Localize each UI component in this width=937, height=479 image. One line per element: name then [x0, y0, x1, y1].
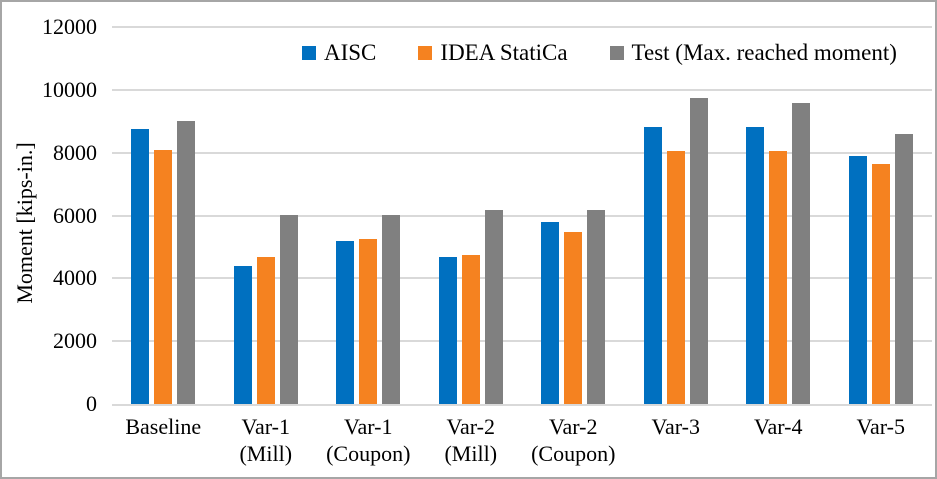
bar-test-max-reached-moment — [587, 209, 606, 404]
x-tick-label: Var-1 (Coupon) — [326, 414, 411, 466]
gridline — [112, 88, 932, 91]
bar-test-max-reached-moment — [382, 214, 401, 404]
x-tick-label: Var-2 (Coupon) — [531, 414, 616, 466]
bar-aisc — [541, 221, 560, 404]
bar-test-max-reached-moment — [484, 209, 503, 404]
bar-idea-statica — [359, 239, 378, 404]
legend-item: IDEA StatiCa — [418, 40, 568, 66]
legend-swatch-icon — [609, 46, 624, 60]
bar-aisc — [438, 256, 457, 404]
gridline — [112, 151, 932, 154]
bar-aisc — [848, 156, 867, 404]
legend: AISC IDEA StatiCa Test (Max. reached momen… — [302, 40, 897, 66]
y-tick-label: 2000 — [53, 328, 97, 354]
bar-group — [215, 27, 318, 404]
bar-group — [522, 27, 625, 404]
bar-aisc — [643, 126, 662, 404]
gridline — [112, 26, 932, 28]
bar-idea-statica — [666, 151, 685, 404]
legend-label: IDEA StatiCa — [440, 40, 568, 65]
y-tick-label: 4000 — [53, 265, 97, 291]
bar-test-max-reached-moment — [177, 121, 196, 404]
bar-idea-statica — [564, 232, 583, 404]
y-tick-label: 0 — [86, 391, 97, 416]
gridline — [112, 214, 932, 217]
bar-aisc — [336, 240, 355, 404]
bar-aisc — [746, 126, 765, 404]
bar-test-max-reached-moment — [792, 103, 811, 404]
bar-test-max-reached-moment — [279, 215, 298, 404]
bar-idea-statica — [769, 151, 788, 404]
bar-group — [112, 27, 215, 404]
x-axis: Baseline Var-1 (Mill) Var-1 (Coupon) Var-2 … — [112, 413, 932, 467]
x-tick-label: Var-3 — [651, 414, 700, 439]
x-tick-label: Var-1 (Mill) — [239, 414, 293, 466]
bar-test-max-reached-moment — [689, 98, 708, 404]
bar-group — [830, 27, 933, 404]
bar-idea-statica — [461, 254, 480, 404]
bar-idea-statica — [154, 149, 173, 404]
x-tick-label: Var-5 — [856, 414, 905, 439]
gridline — [112, 277, 932, 280]
y-tick-label: 12000 — [42, 14, 97, 39]
x-tick-label: Baseline — [125, 414, 202, 439]
gridline — [112, 340, 932, 343]
y-axis: 0 2000 4000 6000 8000 10000 12000 — [2, 16, 97, 415]
legend-item: Test (Max. reached moment) — [609, 40, 897, 66]
bar-group — [317, 27, 420, 404]
legend-swatch-icon — [302, 46, 316, 60]
plot-area — [112, 26, 932, 406]
x-tick-label: Var-2 (Mill) — [444, 414, 498, 466]
legend-label: Test (Max. reached moment) — [631, 40, 897, 65]
y-tick-label: 6000 — [53, 202, 97, 228]
y-tick-label: 10000 — [42, 76, 97, 102]
legend-label: AISC — [324, 40, 377, 65]
bar-idea-statica — [256, 256, 275, 404]
bar-group — [625, 27, 728, 404]
legend-swatch-icon — [418, 46, 433, 60]
bar-group — [420, 27, 523, 404]
bar-test-max-reached-moment — [894, 134, 913, 404]
bar-idea-statica — [871, 163, 890, 404]
bars-layer — [112, 27, 932, 404]
x-tick-label: Var-4 — [754, 414, 803, 439]
bar-aisc — [233, 265, 252, 404]
legend-item: AISC — [302, 40, 376, 66]
bar-aisc — [131, 129, 150, 404]
y-tick-label: 8000 — [53, 139, 97, 165]
bar-group — [727, 27, 830, 404]
